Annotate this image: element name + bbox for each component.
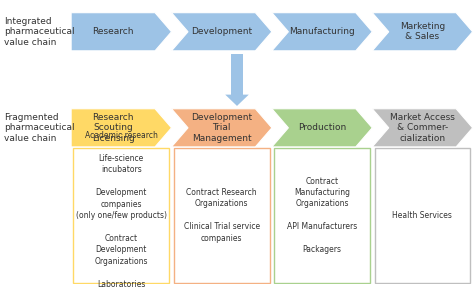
Text: Production: Production — [298, 123, 346, 132]
Text: Contract
Manufacturing
Organizations

API Manufacturers

Packagers: Contract Manufacturing Organizations API… — [287, 177, 357, 254]
Text: Academic research

Life-science
incubators

Development
companies
(only one/few : Academic research Life-science incubator… — [76, 131, 167, 289]
Text: Marketing
& Sales: Marketing & Sales — [400, 22, 445, 42]
Text: Development: Development — [191, 27, 252, 36]
Polygon shape — [172, 109, 272, 147]
Text: Research: Research — [92, 27, 134, 36]
FancyBboxPatch shape — [274, 148, 370, 282]
Polygon shape — [372, 13, 473, 51]
Text: Development
Trial
Management: Development Trial Management — [191, 113, 252, 143]
FancyBboxPatch shape — [374, 148, 470, 282]
Polygon shape — [71, 13, 172, 51]
Text: Health Services: Health Services — [392, 211, 452, 220]
FancyBboxPatch shape — [174, 148, 270, 282]
Text: Fragmented
pharmaceutical
value chain: Fragmented pharmaceutical value chain — [4, 113, 74, 143]
Polygon shape — [372, 109, 473, 147]
Text: Research
Scouting
Licensing: Research Scouting Licensing — [91, 113, 135, 143]
Polygon shape — [172, 13, 272, 51]
FancyBboxPatch shape — [73, 148, 169, 282]
Polygon shape — [71, 109, 172, 147]
Polygon shape — [231, 54, 243, 95]
Polygon shape — [272, 13, 372, 51]
Text: Market Access
& Commer-
cialization: Market Access & Commer- cialization — [390, 113, 455, 143]
Text: Integrated
pharmaceutical
value chain: Integrated pharmaceutical value chain — [4, 17, 74, 47]
Text: Contract Research
Organizations

Clinical Trial service
companies: Contract Research Organizations Clinical… — [183, 188, 260, 243]
Polygon shape — [272, 109, 372, 147]
Polygon shape — [225, 95, 249, 106]
Text: Manufacturing: Manufacturing — [289, 27, 355, 36]
